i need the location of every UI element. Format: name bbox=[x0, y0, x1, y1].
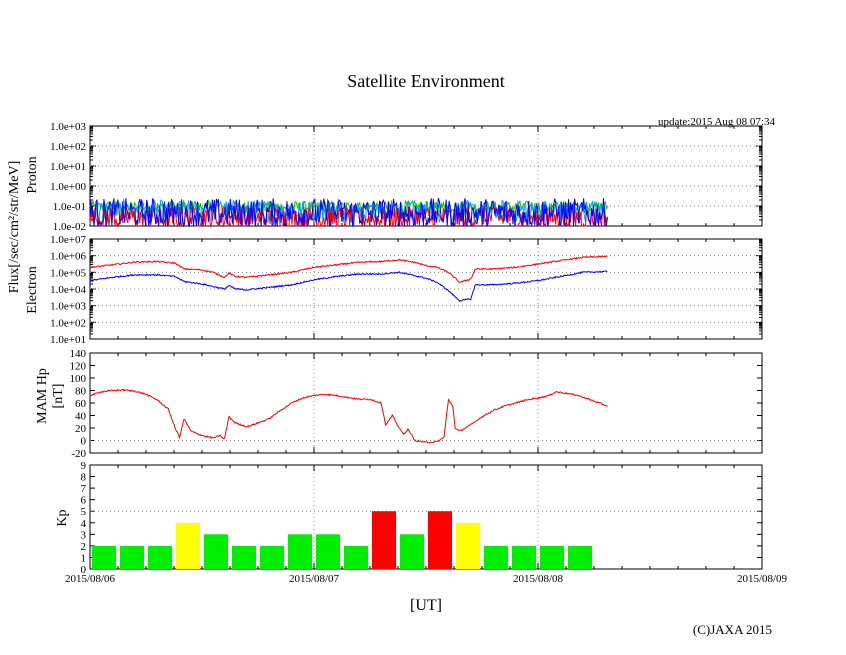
electron-low-line bbox=[89, 270, 608, 303]
mam_hp-y-tick-label: 80 bbox=[75, 386, 87, 398]
mam_hp-y-tick-label: 120 bbox=[70, 361, 87, 373]
kp-y-tick-label: 2 bbox=[81, 541, 87, 553]
proton-channel-1-line bbox=[89, 199, 608, 215]
kp-bar bbox=[540, 545, 564, 569]
x-axis-label: [UT] bbox=[410, 597, 442, 614]
kp-y-tick-label: 5 bbox=[81, 506, 87, 518]
hp-line bbox=[90, 388, 608, 444]
kp-bar bbox=[260, 545, 284, 569]
mam_hp-y-tick-label: 100 bbox=[70, 373, 87, 385]
electron-y-tick-label: 1.0e+04 bbox=[50, 284, 86, 296]
proton-y-tick-label: 1.0e-01 bbox=[53, 201, 86, 213]
kp-bar bbox=[148, 545, 172, 569]
electron-y-tick-label: 1.0e+03 bbox=[50, 301, 86, 313]
update-timestamp: update:2015 Aug 08 07:34 bbox=[658, 116, 776, 128]
kp-bar bbox=[400, 534, 424, 569]
proton-y-tick-label: 1.0e-02 bbox=[53, 221, 86, 233]
x-tick-label: 2015/08/06 bbox=[65, 573, 116, 585]
mam_hp-y-tick-label: 140 bbox=[70, 348, 87, 360]
kp-y-tick-label: 1 bbox=[81, 552, 87, 564]
kp-label: Kp bbox=[55, 509, 70, 526]
flux-axis-label: Flux[/sec/cm²/str/MeV] bbox=[7, 161, 22, 294]
kp-y-tick-label: 9 bbox=[81, 460, 87, 472]
proton-y-tick-label: 1.0e+01 bbox=[50, 161, 86, 173]
electron-y-tick-label: 1.0e+05 bbox=[50, 267, 86, 279]
electron-y-tick-label: 1.0e+07 bbox=[50, 234, 86, 246]
x-tick-label: 2015/08/08 bbox=[513, 573, 564, 585]
kp-bar bbox=[372, 511, 396, 569]
panel-data bbox=[89, 197, 608, 569]
kp-bar bbox=[484, 545, 508, 569]
kp-bar bbox=[232, 545, 256, 569]
kp-y-tick-label: 0 bbox=[81, 564, 87, 576]
x-tick-label: 2015/08/07 bbox=[289, 573, 340, 585]
kp-bar bbox=[316, 534, 340, 569]
mam_hp-y-tick-label: -20 bbox=[71, 448, 86, 460]
chart-title: Satellite Environment bbox=[347, 71, 504, 91]
kp-bar bbox=[428, 511, 452, 569]
kp-bar bbox=[456, 522, 480, 569]
mam_hp-y-tick-label: 40 bbox=[75, 411, 87, 423]
electron-y-tick-label: 1.0e+02 bbox=[50, 317, 86, 329]
proton-y-tick-label: 1.0e+00 bbox=[50, 181, 86, 193]
electron-y-tick-label: 1.0e+06 bbox=[50, 251, 86, 263]
kp-bar bbox=[288, 534, 312, 569]
kp-y-tick-label: 8 bbox=[81, 472, 87, 484]
kp-bar bbox=[568, 545, 592, 569]
mam_hp-y-tick-label: 20 bbox=[75, 423, 87, 435]
copyright: (C)JAXA 2015 bbox=[693, 622, 772, 637]
mam_hp-y-tick-label: 0 bbox=[81, 436, 87, 448]
mam_hp-frame bbox=[89, 352, 763, 454]
kp-y-tick-label: 3 bbox=[81, 529, 87, 541]
proton-label: Proton bbox=[25, 156, 40, 193]
kp-y-tick-label: 6 bbox=[81, 495, 87, 507]
mam_hp-y-tick-label: 60 bbox=[75, 398, 87, 410]
proton-channel-3-line bbox=[89, 204, 608, 228]
kp-y-tick-label: 4 bbox=[81, 518, 87, 530]
proton-y-tick-label: 1.0e+02 bbox=[50, 141, 86, 153]
kp-bar bbox=[92, 545, 116, 569]
electron-high-line bbox=[89, 255, 608, 283]
panel-frames: 1.0e-02 1.0e-01 1.0e+00 1.0e+01 1.0e+02 1.0e+… bbox=[50, 121, 787, 585]
x-tick-label: 2015/08/09 bbox=[737, 573, 788, 585]
proton-channel-4-line bbox=[89, 197, 608, 228]
kp-bar bbox=[204, 534, 228, 569]
kp-bar bbox=[344, 545, 368, 569]
kp-bar bbox=[176, 522, 200, 569]
kp-y-tick-label: 7 bbox=[81, 483, 87, 495]
electron-label: Electron bbox=[25, 266, 40, 313]
mam-hp-label: MAM Hp bbox=[35, 368, 50, 424]
electron-y-tick-label: 1.0e+01 bbox=[50, 334, 86, 346]
proton-y-tick-label: 1.0e+03 bbox=[50, 121, 86, 133]
mam-hp-unit-label: [nT] bbox=[51, 384, 66, 409]
kp-bar bbox=[120, 545, 144, 569]
kp-bar bbox=[512, 545, 536, 569]
